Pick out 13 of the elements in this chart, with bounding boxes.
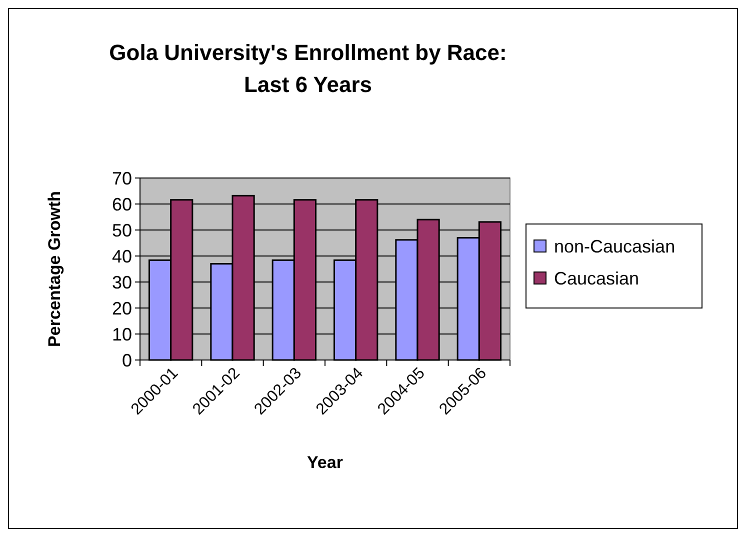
y-tick-label: 10 [112,324,132,344]
y-tick-label: 40 [112,246,132,266]
y-tick-label: 60 [112,194,132,214]
y-tick-label: 30 [112,272,132,292]
y-tick-label: 50 [112,220,132,240]
x-axis-title: Year [307,453,344,472]
y-axis-title: Percentage Growth [45,191,64,347]
chart-title: Gola University's Enrollment by Race: Last 6 Years [109,40,507,97]
legend-label: non-Caucasian [554,236,676,256]
legend-label: Caucasian [554,268,640,288]
y-tick-label: 70 [112,168,132,188]
y-tick-label: 0 [122,350,132,370]
y-tick-label: 20 [112,298,132,318]
